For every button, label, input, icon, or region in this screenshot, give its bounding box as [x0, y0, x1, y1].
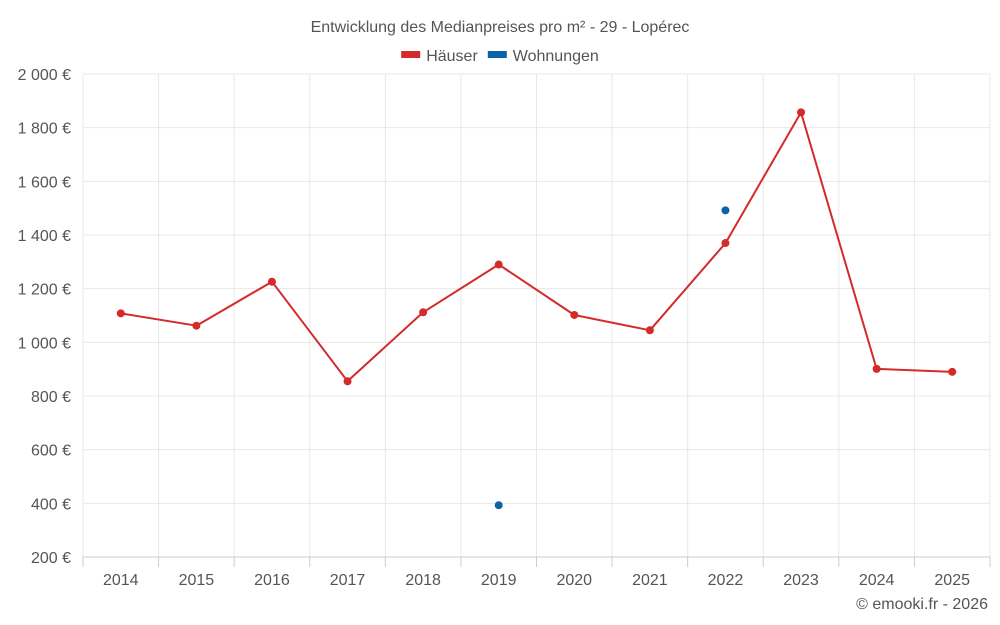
legend-swatch: [401, 51, 421, 58]
legend: Häuser Wohnungen: [401, 48, 599, 65]
series-line: [120, 111, 953, 383]
y-tick-label: 800 €: [31, 389, 71, 406]
legend-label: Wohnungen: [513, 48, 599, 65]
y-tick-label: 1 400 €: [18, 228, 71, 245]
x-tick-label: 2014: [103, 572, 139, 589]
chart-credit: © emooki.fr - 2026: [856, 596, 988, 613]
data-point: [192, 321, 201, 330]
x-tick-label: 2019: [481, 572, 517, 589]
data-point: [343, 377, 352, 386]
x-tick-label: 2017: [330, 572, 366, 589]
series-layer: [116, 108, 957, 510]
x-tick-label: 2016: [254, 572, 290, 589]
x-tick-label: 2020: [556, 572, 592, 589]
legend-swatch: [487, 51, 507, 58]
data-point: [948, 367, 957, 376]
x-tick-label: 2024: [859, 572, 895, 589]
data-point: [267, 277, 276, 286]
y-tick-label: 2 000 €: [18, 67, 71, 84]
data-point: [570, 310, 579, 319]
x-tick-label: 2023: [783, 572, 819, 589]
x-axis: 2014 2015 2016 2017 2018 2019 2020 2021 2022 2023…: [82, 556, 991, 589]
legend-label: Häuser: [426, 48, 478, 65]
data-point: [494, 260, 503, 269]
x-tick-label: 2015: [179, 572, 215, 589]
y-tick-label: 1 200 €: [18, 282, 71, 299]
data-point: [721, 206, 730, 215]
chart-title: Entwicklung des Medianpreises pro m² - 2…: [311, 19, 690, 36]
data-point: [721, 239, 730, 248]
grid: [82, 73, 991, 558]
x-tick-label: 2022: [708, 572, 744, 589]
data-point: [872, 364, 881, 373]
series-wohnungen: [494, 206, 730, 510]
y-tick-label: 1 600 €: [18, 174, 71, 191]
data-point: [419, 308, 428, 317]
data-point: [797, 108, 806, 117]
y-tick-label: 600 €: [31, 443, 71, 460]
data-point: [494, 501, 503, 510]
x-tick-label: 2018: [405, 572, 441, 589]
data-point: [116, 309, 125, 318]
x-tick-label: 2021: [632, 572, 668, 589]
series-haeuser: [116, 108, 957, 386]
y-tick-label: 400 €: [31, 496, 71, 513]
data-point: [645, 326, 654, 335]
y-tick-label: 1 000 €: [18, 335, 71, 352]
x-tick-label: 2025: [934, 572, 970, 589]
y-tick-label: 1 800 €: [18, 121, 71, 138]
y-axis: 200 € 400 € 600 € 800 € 1 000 € 1 200 € 1 400 …: [18, 67, 71, 567]
y-tick-label: 200 €: [31, 550, 71, 567]
